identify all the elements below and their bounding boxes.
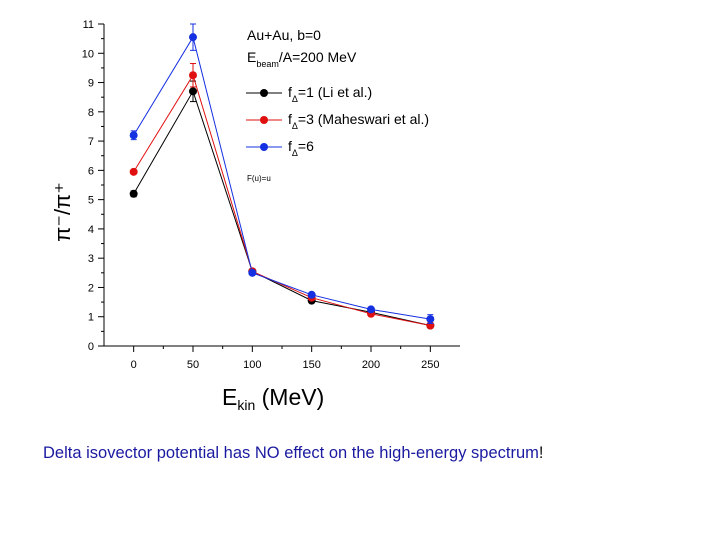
x-axis-label: Ekin (MeV)	[222, 384, 324, 413]
series-line	[133, 35, 431, 320]
annotation-line: Ebeam/A=200 MeV	[247, 49, 357, 69]
caption: Delta isovector potential has NO effect …	[43, 444, 703, 463]
y-tick-label: 4	[88, 224, 94, 236]
legend-label: fΔ=6	[288, 138, 314, 158]
x-tick-label: 0	[131, 359, 137, 371]
y-axis-label: π⁻/π⁺	[50, 182, 75, 242]
legend-marker	[260, 143, 268, 151]
series-2	[129, 63, 435, 330]
series-3	[129, 23, 435, 324]
data-point	[367, 305, 375, 314]
series-line	[133, 90, 431, 326]
caption-exclamation: !	[538, 444, 544, 462]
x-tick-label: 100	[243, 359, 261, 371]
data-point	[189, 33, 197, 42]
data-point	[129, 131, 138, 140]
x-tick-label: 150	[302, 359, 320, 371]
data-point	[129, 189, 138, 198]
y-tick-label: 11	[83, 19, 94, 31]
data-point	[189, 87, 197, 96]
y-tick-label: 1	[88, 312, 94, 324]
data-point	[129, 167, 138, 176]
y-tick-label: 6	[88, 165, 94, 177]
y-tick-label: 10	[82, 48, 94, 60]
legend-label: fΔ=3 (Maheswari et al.)	[288, 111, 429, 131]
annotation-line: Au+Au, b=0	[247, 27, 321, 43]
data-point	[426, 315, 435, 324]
legend-label: fΔ=1 (Li et al.)	[288, 84, 372, 104]
x-tick-label: 250	[421, 359, 439, 371]
x-tick-label: 200	[362, 359, 380, 371]
y-tick-label: 0	[88, 341, 94, 353]
x-tick-label: 50	[187, 359, 199, 371]
data-point	[248, 268, 257, 277]
series-line	[133, 73, 431, 326]
data-point	[307, 290, 316, 299]
small-note: F(u)=u	[247, 174, 271, 183]
y-tick-label: 9	[88, 78, 94, 90]
y-tick-label: 2	[88, 282, 94, 294]
y-tick-label: 5	[88, 195, 94, 207]
y-tick-label: 7	[88, 136, 94, 148]
legend-marker	[260, 116, 268, 124]
y-tick-label: 3	[88, 253, 94, 265]
y-tick-label: 8	[88, 107, 94, 119]
legend-marker	[260, 89, 268, 97]
chart: 0 50 100 150 200 250 0 1 2 3 4 5 6 7 8 9 10 11 Ekin (MeV) π…	[50, 19, 460, 413]
caption-text: Delta isovector potential has NO effect …	[43, 444, 539, 462]
data-point	[189, 71, 197, 80]
